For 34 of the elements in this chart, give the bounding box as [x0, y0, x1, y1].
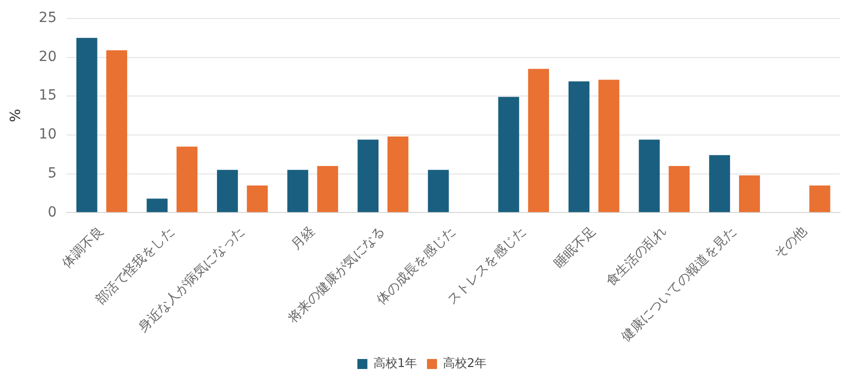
bar [598, 80, 620, 212]
bar [739, 175, 760, 212]
bar [287, 170, 308, 212]
x-tick-label: その他 [772, 224, 810, 262]
x-tick-label: 体調不良 [60, 224, 107, 272]
bar [428, 170, 449, 212]
bar [638, 140, 660, 212]
y-tick-label: 20 [38, 48, 57, 65]
bar [176, 146, 198, 212]
y-tick-label: 5 [48, 165, 57, 182]
bar [568, 81, 590, 212]
bar [317, 166, 338, 212]
bar [387, 136, 408, 212]
bar [358, 140, 379, 212]
bar [76, 38, 98, 212]
legend-label: 高校2年 [443, 356, 487, 370]
legend-label: 高校1年 [373, 356, 418, 370]
x-tick-label: 睡眠不足 [552, 224, 600, 272]
y-axis-title: % [8, 108, 24, 122]
y-tick-label: 15 [38, 88, 57, 104]
bar [809, 185, 830, 212]
bar [146, 198, 168, 212]
bar [498, 96, 520, 212]
bar [246, 185, 268, 212]
bar [668, 166, 690, 212]
bar [106, 50, 128, 212]
x-tick-label: 食生活の乱れ [604, 224, 670, 290]
y-tick-label: 0 [48, 204, 57, 220]
y-tick-label: 10 [38, 126, 57, 143]
x-tick-label: 月経 [288, 224, 318, 253]
bar [528, 68, 550, 212]
bar [709, 155, 730, 212]
bar [216, 170, 238, 212]
y-tick-label: 25 [38, 10, 57, 26]
